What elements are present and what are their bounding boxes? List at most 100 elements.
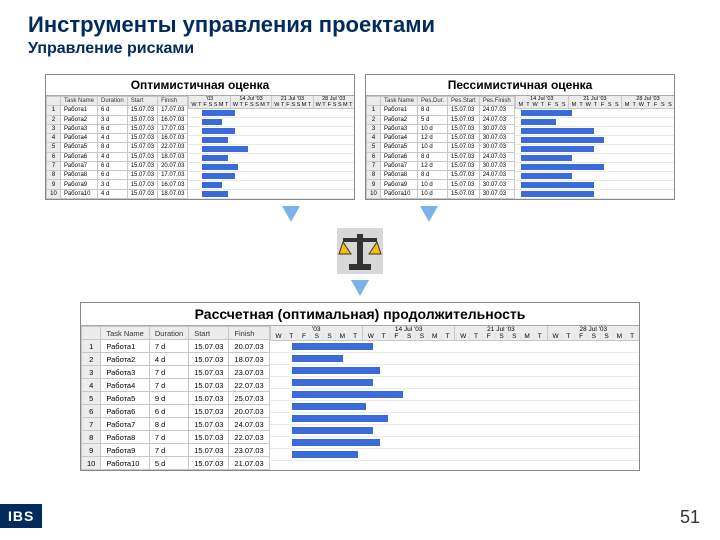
- cell: Работа7: [101, 418, 150, 431]
- table-row: 2Работа25 d15.07.0324.07.03: [367, 115, 515, 124]
- week-label: 21 Jul '03WTFSSMT: [271, 96, 312, 108]
- cell: 7 d: [149, 431, 188, 444]
- cell: Работа2: [381, 115, 418, 124]
- cell: 7 d: [149, 444, 188, 457]
- cell: Работа5: [61, 143, 98, 152]
- cell: Работа3: [381, 124, 418, 133]
- task-table: Task NamePes.Dur.Pes.StartPes.Finish1Раб…: [366, 96, 515, 199]
- table-row: 3Работа37 d15.07.0323.07.03: [82, 366, 270, 379]
- gantt-row: [270, 377, 639, 389]
- gantt-bar: [202, 137, 228, 143]
- gantt-row: [515, 145, 674, 154]
- week-label: 21 Jul '03WTFSSMT: [454, 326, 546, 340]
- cell: 2: [47, 115, 61, 124]
- cell: Работа4: [61, 134, 98, 143]
- cell: 15.07.03: [189, 392, 229, 405]
- gantt-bar: [521, 191, 594, 197]
- cell: 8: [47, 171, 61, 180]
- cell: 16.07.03: [158, 134, 188, 143]
- cell: Работа10: [61, 189, 98, 198]
- cell: 22.07.03: [229, 379, 269, 392]
- cell: 16.07.03: [158, 115, 188, 124]
- gantt-bar: [521, 182, 594, 188]
- cell: 3 d: [98, 115, 128, 124]
- cell: Работа1: [101, 340, 150, 353]
- cell: Работа8: [61, 171, 98, 180]
- table-row: 3Работа36 d15.07.0317.07.03: [47, 124, 188, 133]
- cell: 18.07.03: [229, 353, 269, 366]
- cell: Работа8: [101, 431, 150, 444]
- cell: 12 d: [418, 161, 448, 170]
- cell: 24.07.03: [479, 115, 514, 124]
- gantt-bar: [521, 146, 594, 152]
- cell: 23.07.03: [229, 366, 269, 379]
- gantt-bar: [521, 119, 556, 125]
- arrow-down-icon: [282, 206, 300, 222]
- gantt-header: '03WTFSSMT14 Jul '03WTFSSMT21 Jul '03WTF…: [188, 96, 354, 109]
- cell: 24.07.03: [479, 106, 514, 115]
- gantt-bar: [292, 451, 358, 458]
- gantt-bar: [202, 164, 238, 170]
- cell: 15.07.03: [127, 143, 157, 152]
- cell: 8 d: [98, 143, 128, 152]
- table-row: 8Работа87 d15.07.0322.07.03: [82, 431, 270, 444]
- cell: 15.07.03: [448, 152, 480, 161]
- cell: 15.07.03: [127, 115, 157, 124]
- cell: 3: [47, 124, 61, 133]
- cell: 21.07.03: [229, 457, 269, 470]
- table-row: 7Работа78 d15.07.0324.07.03: [82, 418, 270, 431]
- cell: 18.07.03: [158, 152, 188, 161]
- gantt-row: [515, 154, 674, 163]
- cell: Работа5: [101, 392, 150, 405]
- gantt-bar: [292, 355, 344, 362]
- cell: 15.07.03: [448, 189, 480, 198]
- gantt-row: [270, 413, 639, 425]
- cell: 24.07.03: [479, 171, 514, 180]
- cell: 7 d: [149, 340, 188, 353]
- cell: Работа9: [61, 180, 98, 189]
- cell: 5: [367, 143, 381, 152]
- cell: 15.07.03: [127, 171, 157, 180]
- gantt-bar: [521, 137, 604, 143]
- gantt-body: [188, 109, 354, 199]
- optimistic-title: Оптимистичная оценка: [46, 75, 354, 96]
- table-row: 2Работа24 d15.07.0318.07.03: [82, 353, 270, 366]
- top-panels: Оптимистичная оценка Task NameDurationSt…: [28, 74, 692, 200]
- col-header: Start: [127, 97, 157, 106]
- table-row: 5Работа510 d15.07.0330.07.03: [367, 143, 515, 152]
- col-header: Task Name: [61, 97, 98, 106]
- cell: 15.07.03: [189, 405, 229, 418]
- scales-icon-wrap: [28, 228, 692, 274]
- cell: 20.07.03: [158, 161, 188, 170]
- cell: 4 d: [98, 189, 128, 198]
- gantt-bar: [202, 173, 235, 179]
- cell: 15.07.03: [448, 171, 480, 180]
- cell: 10 d: [418, 143, 448, 152]
- week-label: 14 Jul '03MTWTFSS: [515, 96, 568, 108]
- cell: 8 d: [149, 418, 188, 431]
- slide-title: Инструменты управления проектами: [28, 12, 692, 38]
- table-row: 9Работа910 d15.07.0330.07.03: [367, 180, 515, 189]
- cell: 2: [82, 353, 101, 366]
- gantt-body: [515, 109, 674, 199]
- table-row: 9Работа93 d15.07.0316.07.03: [47, 180, 188, 189]
- table-row: 1Работа16 d15.07.0317.07.03: [47, 106, 188, 115]
- cell: 25.07.03: [229, 392, 269, 405]
- cell: Работа5: [381, 143, 418, 152]
- cell: 7 d: [149, 366, 188, 379]
- table-row: 1Работа18 d15.07.0324.07.03: [367, 106, 515, 115]
- cell: 15.07.03: [127, 152, 157, 161]
- cell: 15.07.03: [127, 180, 157, 189]
- cell: 5 d: [418, 115, 448, 124]
- col-header: Duration: [98, 97, 128, 106]
- cell: Работа6: [101, 405, 150, 418]
- cell: 23.07.03: [229, 444, 269, 457]
- logo: IBS: [0, 504, 42, 528]
- gantt-bar: [292, 367, 381, 374]
- gantt-bar: [521, 164, 604, 170]
- cell: 18.07.03: [158, 189, 188, 198]
- gantt-bar: [292, 379, 373, 386]
- gantt-row: [515, 127, 674, 136]
- cell: 15.07.03: [448, 124, 480, 133]
- cell: 7: [82, 418, 101, 431]
